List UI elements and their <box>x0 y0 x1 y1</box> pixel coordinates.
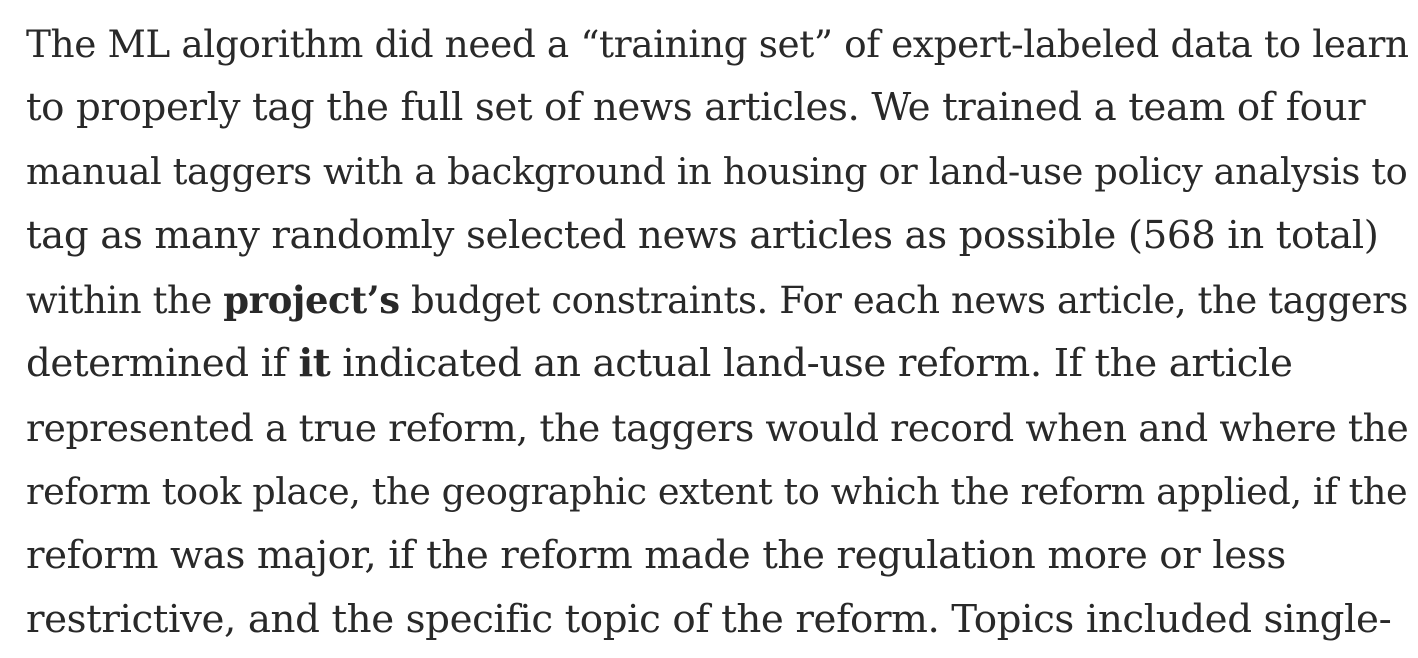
paragraph-line: manual taggers with a background in hous… <box>26 150 1408 193</box>
paragraph-text: within the <box>26 279 224 322</box>
paragraph-line: represented a true reform, the taggers w… <box>26 406 1409 450</box>
paragraph-line: restrictive, and the specific topic of t… <box>26 597 1392 642</box>
paragraph-text: budget constraints. For each news articl… <box>399 279 1408 322</box>
bold-text: project’s <box>223 278 400 322</box>
bold-text: it <box>298 341 331 386</box>
article-paragraph: The ML algorithm did need a “training se… <box>26 12 1418 652</box>
paragraph-line: reform took place, the geographic extent… <box>26 470 1408 513</box>
paragraph-text: determined if <box>26 341 299 386</box>
paragraph-line: The ML algorithm did need a “training se… <box>26 22 1409 66</box>
paragraph-line: reform was major, if the reform made the… <box>26 533 1286 578</box>
paragraph-line: tag as many randomly selected news artic… <box>26 213 1379 258</box>
paragraph-line: determined if it indicated an actual lan… <box>26 332 1418 396</box>
paragraph-line: within the project’s budget constraints.… <box>26 268 1418 332</box>
paragraph-line: to properly tag the full set of news art… <box>26 85 1366 130</box>
paragraph-text: indicated an actual land-use reform. If … <box>330 341 1293 386</box>
